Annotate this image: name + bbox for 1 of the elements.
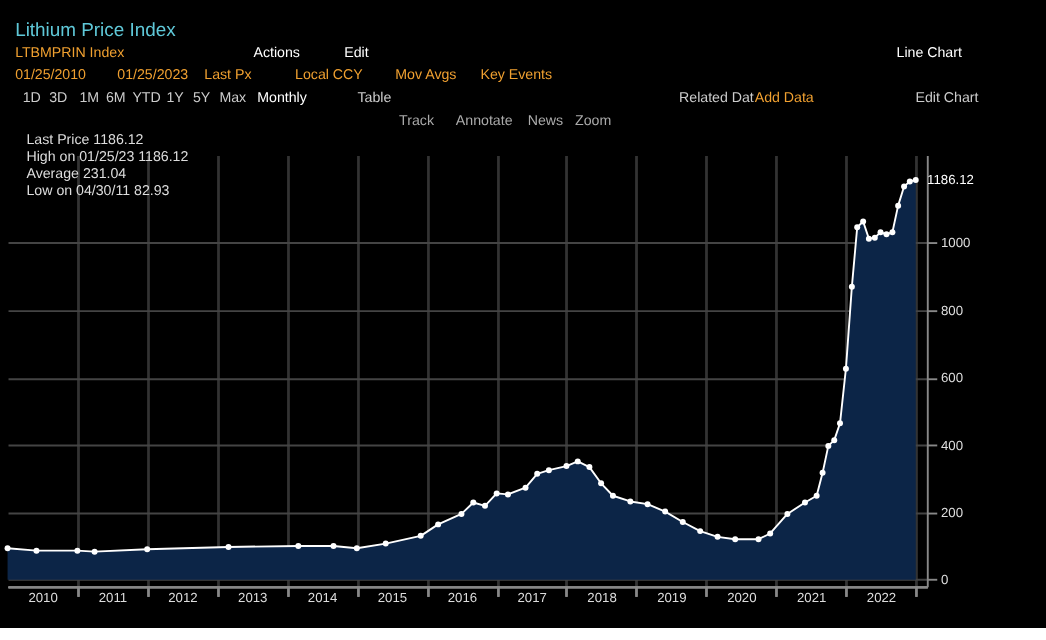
chart-title: Lithium Price Index: [15, 19, 177, 42]
